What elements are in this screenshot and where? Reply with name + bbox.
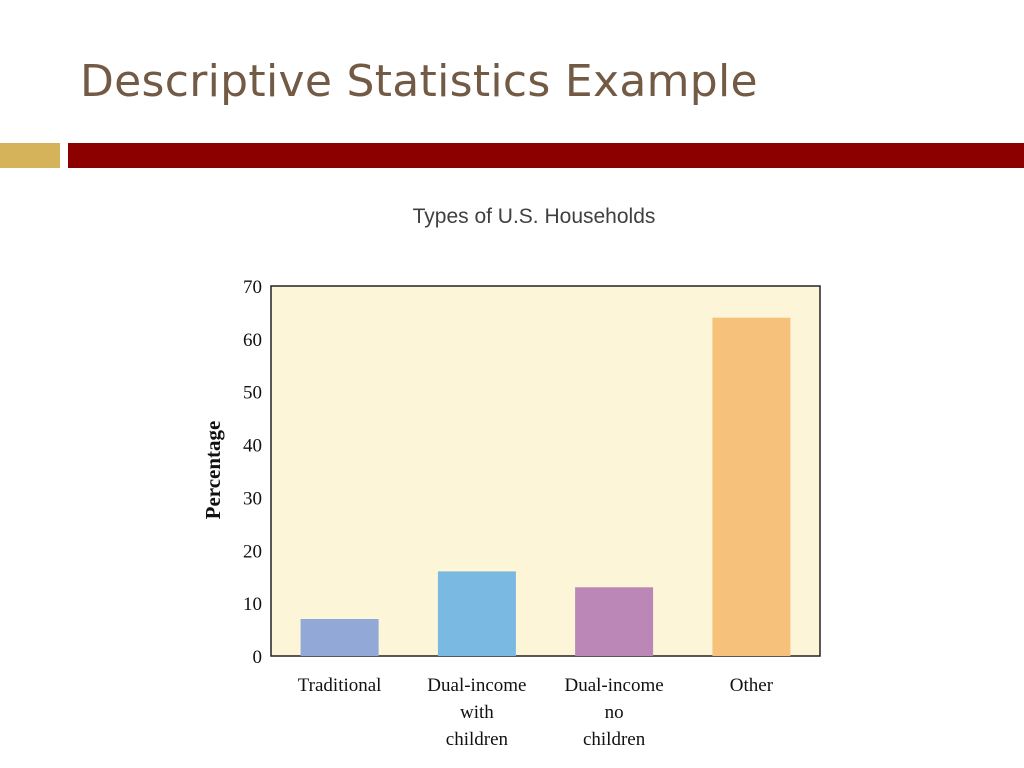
accent-bar-red bbox=[68, 143, 1024, 168]
y-tick-label: 60 bbox=[243, 330, 262, 351]
bar-2 bbox=[575, 587, 654, 656]
x-tick-label: Dual-income with children bbox=[427, 675, 526, 750]
slide-title: Descriptive Statistics Example bbox=[80, 56, 758, 107]
y-tick-label: 40 bbox=[243, 436, 262, 457]
y-tick-label: 20 bbox=[243, 541, 262, 562]
y-tick-label: 10 bbox=[243, 594, 262, 615]
bar-1 bbox=[437, 571, 516, 656]
y-tick-label: 70 bbox=[243, 277, 262, 298]
y-axis-label: Percentage bbox=[201, 421, 225, 520]
accent-bar-gold bbox=[0, 143, 60, 168]
bar-0 bbox=[300, 619, 379, 656]
x-tick-label: Dual-income no children bbox=[565, 675, 664, 750]
y-tick-label: 0 bbox=[253, 647, 263, 668]
x-axis-labels: Traditional Dual-income with children Dual-i… bbox=[298, 675, 774, 750]
bar-3 bbox=[712, 317, 791, 656]
chart-title: Types of U.S. Households bbox=[412, 205, 656, 228]
x-tick-label: Traditional bbox=[298, 675, 382, 696]
x-tick-label: Other bbox=[730, 675, 774, 696]
bars bbox=[300, 317, 791, 656]
y-tick-label: 30 bbox=[243, 488, 262, 509]
y-tick-label: 50 bbox=[243, 383, 262, 404]
y-axis-ticks: 0 10 20 30 40 50 60 70 bbox=[243, 277, 262, 668]
